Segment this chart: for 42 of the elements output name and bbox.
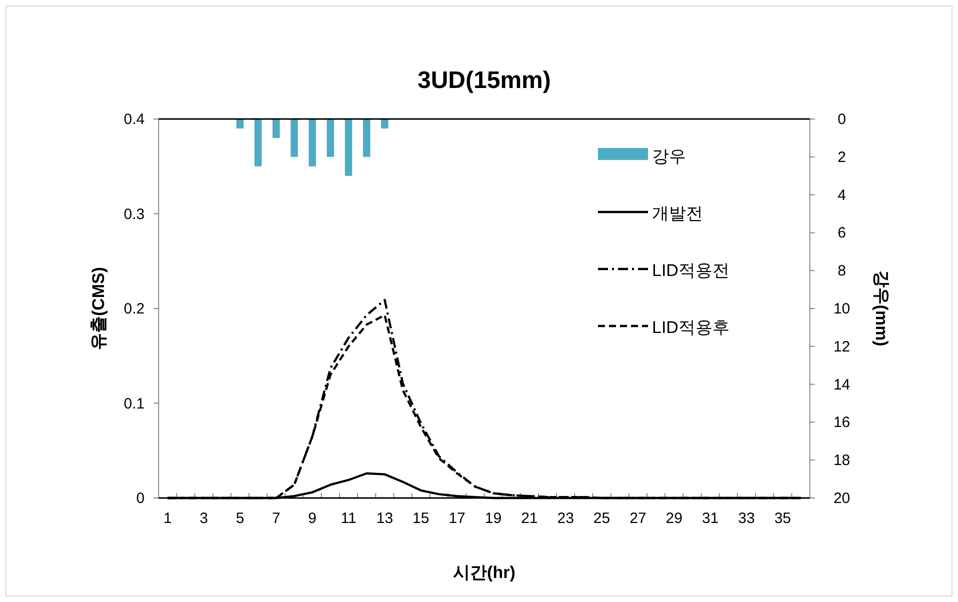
x-tick-label: 9	[308, 510, 317, 527]
x-tick-label: 3	[200, 510, 208, 527]
legend-label: 개발전	[652, 204, 703, 223]
chart-title: 3UD(15mm)	[418, 67, 551, 94]
y2-tick-label: 12	[833, 338, 850, 356]
x-tick-label: 13	[376, 510, 394, 527]
y2-axis-title: 강우(mm)	[872, 270, 891, 346]
x-tick-label: 1	[163, 510, 172, 527]
y2-tick-label: 14	[833, 376, 850, 394]
x-tick-label: 35	[774, 510, 792, 527]
x-tick-label: 29	[666, 510, 682, 527]
y2-tick-label: 8	[838, 262, 846, 280]
y-axis-title: 유출(CMS)	[89, 266, 108, 350]
x-tick-label: 11	[340, 510, 356, 527]
legend-label: LID적용후	[652, 318, 730, 337]
x-tick-label: 33	[738, 510, 755, 527]
x-tick-label: 31	[702, 510, 719, 527]
x-axis-title: 시간(hr)	[453, 563, 516, 582]
x-tick-label: 5	[236, 510, 244, 527]
x-tick-label: 15	[412, 510, 430, 527]
y2-tick-label: 0	[838, 111, 846, 128]
x-tick-label: 7	[272, 510, 280, 527]
x-tick-label: 25	[593, 510, 610, 527]
x-tick-label: 23	[557, 510, 574, 527]
x-tick-label: 21	[521, 510, 538, 527]
legend-label: LID적용전	[652, 261, 730, 280]
x-tick-label: 17	[448, 510, 466, 527]
y2-tick-label: 18	[833, 452, 850, 470]
legend-label: 강우	[652, 147, 686, 166]
y-tick-label: 0	[136, 490, 145, 507]
y2-tick-label: 16	[833, 414, 850, 432]
y2-tick-label: 4	[838, 186, 846, 204]
y-tick-label: 0.1	[124, 395, 145, 412]
y2-tick-label: 20	[833, 490, 850, 507]
x-tick-label: 19	[484, 510, 502, 527]
y-tick-label: 0.3	[124, 206, 145, 223]
y-tick-label: 0.4	[124, 111, 145, 128]
y2-tick-label: 6	[838, 224, 846, 242]
x-tick-label: 27	[630, 510, 646, 527]
y-tick-label: 0.2	[124, 300, 145, 318]
y2-tick-label: 10	[833, 300, 850, 318]
y2-tick-label: 2	[838, 148, 846, 166]
